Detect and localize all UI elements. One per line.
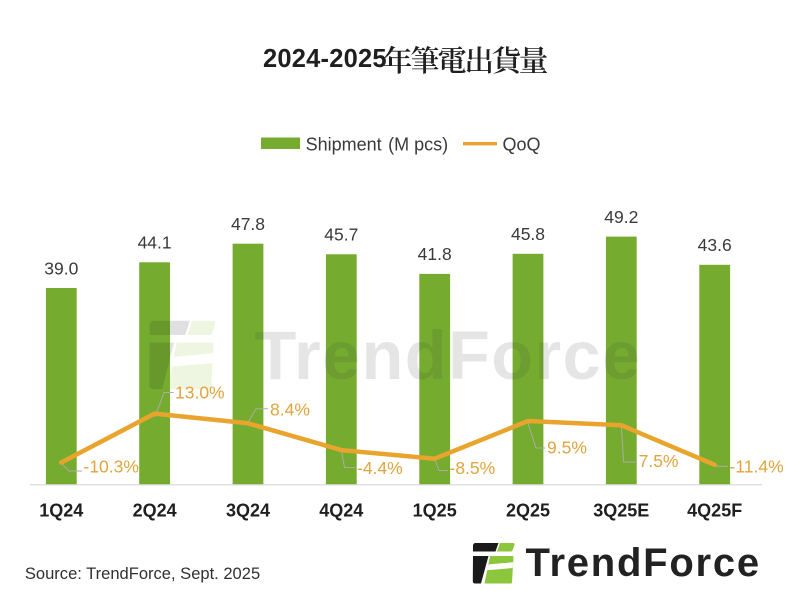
svg-text:2Q25: 2Q25 <box>506 501 550 521</box>
svg-text:TrendForce: TrendForce <box>526 541 761 585</box>
svg-text:47.8: 47.8 <box>231 214 265 234</box>
svg-text:1Q25: 1Q25 <box>413 501 457 521</box>
svg-text:-8.5%: -8.5% <box>450 458 496 478</box>
svg-text:-10.3%: -10.3% <box>84 457 139 477</box>
svg-text:Shipment (M pcs): Shipment (M pcs) <box>306 135 449 155</box>
svg-text:7.5%: 7.5% <box>639 451 679 471</box>
svg-text:13.0%: 13.0% <box>175 383 225 403</box>
svg-text:QoQ: QoQ <box>503 135 541 155</box>
svg-text:3Q24: 3Q24 <box>226 501 270 521</box>
svg-text:2024-2025: 2024-2025 <box>263 45 387 73</box>
svg-text:4Q24: 4Q24 <box>319 501 363 521</box>
svg-text:9.5%: 9.5% <box>547 438 587 458</box>
svg-text:1Q24: 1Q24 <box>39 501 83 521</box>
svg-text:Source: TrendForce, Sept. 2025: Source: TrendForce, Sept. 2025 <box>25 564 260 583</box>
svg-text:39.0: 39.0 <box>44 258 78 278</box>
svg-text:49.2: 49.2 <box>604 207 638 227</box>
svg-text:44.1: 44.1 <box>138 233 172 253</box>
svg-text:41.8: 41.8 <box>418 244 452 264</box>
svg-text:45.7: 45.7 <box>324 225 358 245</box>
svg-text:45.8: 45.8 <box>511 224 545 244</box>
svg-text:TrendForce: TrendForce <box>255 317 642 394</box>
svg-text:4Q25F: 4Q25F <box>687 501 742 521</box>
svg-text:3Q25E: 3Q25E <box>593 501 649 521</box>
svg-text:-4.4%: -4.4% <box>357 458 403 478</box>
svg-text:2Q24: 2Q24 <box>133 501 177 521</box>
svg-text:-11.4%: -11.4% <box>730 457 784 477</box>
svg-text:8.4%: 8.4% <box>270 400 310 420</box>
svg-text:43.6: 43.6 <box>698 235 732 255</box>
